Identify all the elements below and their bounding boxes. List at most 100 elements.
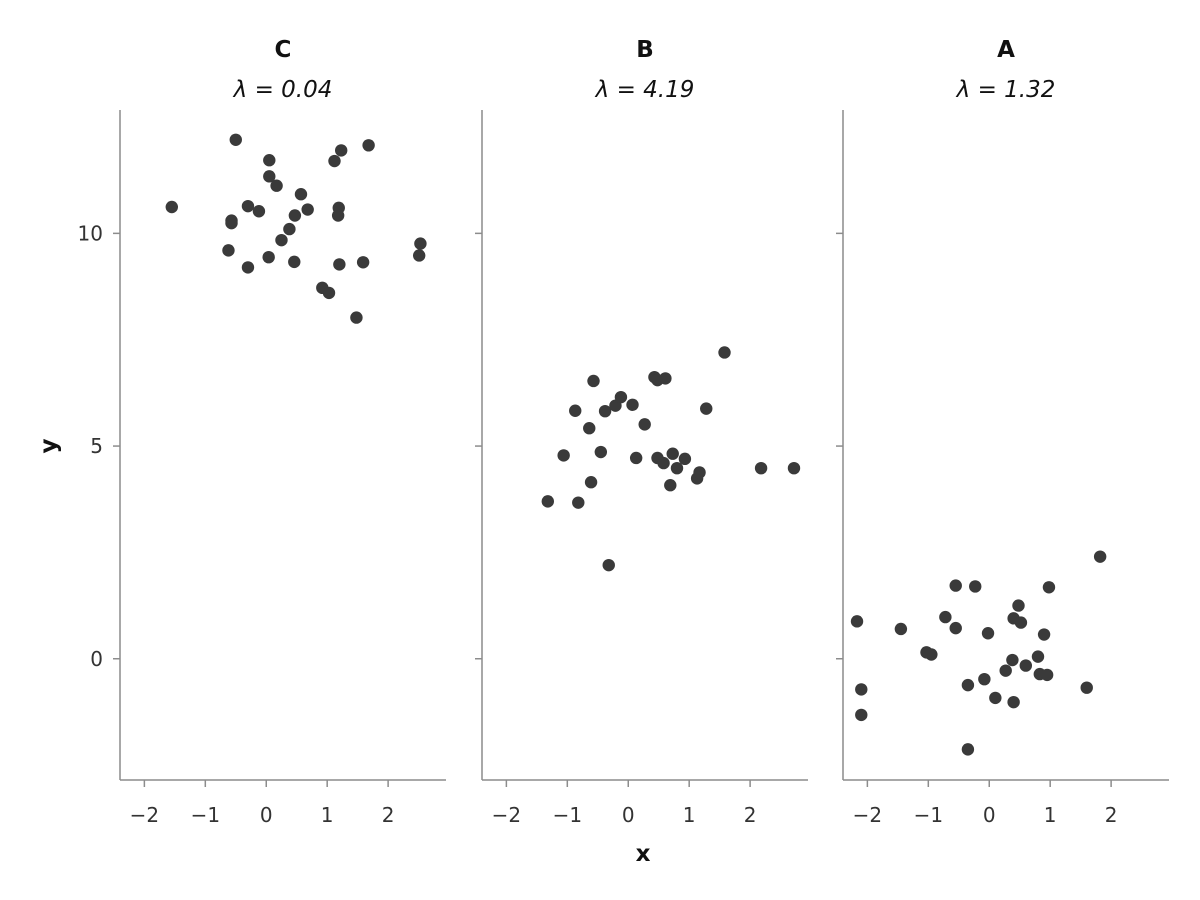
data-point	[978, 672, 991, 686]
data-point	[1006, 653, 1019, 667]
data-point	[614, 390, 628, 404]
data-point	[322, 286, 336, 300]
data-point	[328, 154, 341, 168]
data-point	[894, 622, 908, 636]
x-tick-label: −2	[492, 803, 521, 827]
data-point	[638, 418, 651, 431]
data-point	[587, 374, 600, 388]
panel-title: B	[636, 37, 654, 63]
data-point	[288, 209, 302, 222]
y-tick-label: 10	[78, 221, 103, 245]
x-tick-label: 0	[983, 803, 996, 827]
data-point	[165, 200, 178, 214]
x-axis-title: x	[636, 841, 651, 867]
data-point	[414, 237, 427, 250]
data-point	[659, 372, 672, 385]
data-point	[939, 610, 952, 624]
data-point	[583, 421, 596, 435]
x-tick-label: −2	[130, 803, 159, 827]
x-tick-label: 2	[382, 803, 395, 827]
x-tick-label: 0	[260, 803, 273, 827]
data-point	[700, 402, 713, 415]
data-point	[541, 495, 555, 508]
data-point	[1093, 550, 1107, 563]
data-point	[999, 664, 1012, 677]
data-point	[850, 615, 864, 628]
data-point	[961, 743, 975, 756]
panel-b: Bλ = 4.19 −2 −1 0 1 2	[475, 37, 808, 827]
data-point	[1031, 650, 1045, 663]
data-point	[1007, 695, 1020, 709]
data-point	[270, 179, 283, 192]
data-point	[572, 496, 585, 509]
x-tick-label: −2	[853, 803, 882, 827]
data-point	[557, 449, 570, 462]
data-point	[855, 708, 868, 722]
x-tick-label: −1	[914, 803, 943, 827]
data-point	[787, 461, 801, 475]
data-point	[288, 255, 301, 269]
data-point	[222, 244, 235, 257]
panel-subtitle: λ = 0.04	[232, 77, 333, 103]
data-point	[333, 258, 346, 271]
data-point	[664, 479, 677, 492]
data-point	[969, 580, 982, 593]
x-tick-label: −1	[191, 803, 220, 827]
panel-subtitle: λ = 4.19	[594, 77, 695, 103]
data-point	[263, 153, 276, 167]
data-point	[275, 233, 288, 247]
panels-layer: Cλ = 0.04 −2 −1 0 1 2 0 5 10 Bλ = 4.19 −2 −1 0 1 2 Aλ =…	[78, 37, 1169, 827]
x-tick-label: 1	[321, 803, 334, 827]
data-point	[301, 203, 314, 216]
panel-title: A	[997, 37, 1015, 63]
y-tick-label: 0	[90, 647, 103, 671]
data-point	[569, 404, 582, 417]
data-point	[331, 209, 345, 222]
panel-title: C	[275, 37, 292, 63]
data-point	[283, 222, 296, 236]
data-point	[626, 398, 639, 411]
data-point	[362, 139, 375, 152]
data-point	[252, 205, 266, 218]
y-axis-title: y	[36, 439, 62, 454]
data-point	[657, 456, 670, 470]
data-point	[666, 447, 679, 460]
data-point	[294, 188, 308, 201]
data-point	[670, 461, 684, 475]
data-point	[584, 476, 598, 489]
data-point	[263, 170, 276, 183]
x-tick-label: 1	[683, 803, 696, 827]
data-point	[241, 261, 255, 274]
data-point	[1080, 681, 1093, 694]
data-point	[855, 683, 868, 696]
data-point	[1040, 668, 1054, 682]
data-point	[754, 461, 768, 475]
data-point	[350, 311, 363, 324]
data-point	[949, 621, 962, 635]
data-point	[598, 404, 612, 418]
data-point	[718, 346, 731, 359]
panel-c: Cλ = 0.04 −2 −1 0 1 2 0 5 10	[78, 37, 446, 827]
data-point	[629, 451, 643, 465]
data-point	[961, 678, 975, 692]
data-point	[693, 466, 706, 479]
data-point	[412, 249, 426, 262]
data-point	[602, 558, 615, 572]
panel-a: Aλ = 1.32 −2 −1 0 1 2	[836, 37, 1169, 827]
x-tick-label: 1	[1044, 803, 1057, 827]
data-point	[594, 445, 608, 459]
x-tick-label: −1	[553, 803, 582, 827]
data-point	[334, 144, 348, 157]
data-point	[356, 256, 370, 269]
data-point	[241, 199, 255, 213]
y-tick-label: 5	[90, 434, 103, 458]
data-point	[981, 627, 995, 640]
data-point	[989, 691, 1002, 705]
data-point	[229, 133, 242, 146]
data-point	[1037, 628, 1051, 641]
data-point	[225, 216, 238, 230]
data-point	[1012, 599, 1025, 612]
x-tick-label: 2	[744, 803, 757, 827]
data-point	[1014, 616, 1028, 629]
